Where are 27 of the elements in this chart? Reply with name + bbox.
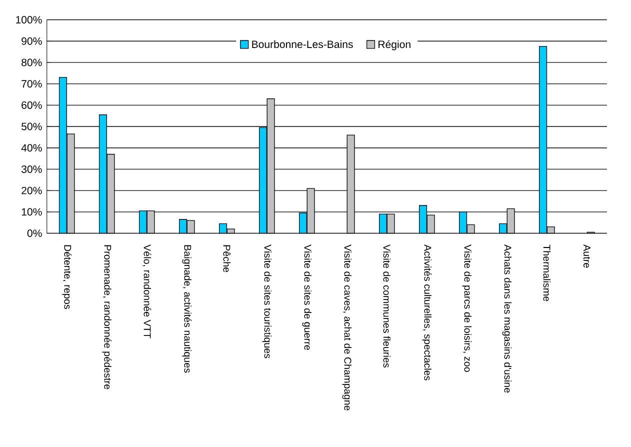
y-tick-label: 70% [22, 80, 42, 88]
y-tick-label: 0% [27, 230, 42, 238]
legend-label: Bourbonne-Les-Bains [252, 40, 353, 48]
y-tick-label: 10% [22, 208, 42, 216]
x-tick-label: Thermalisme [543, 244, 551, 302]
y-tick-label: 30% [22, 166, 42, 174]
y-tick-label: 50% [22, 122, 42, 130]
x-tick-label: Visite de sites de guerre [302, 244, 312, 350]
x-tick-label: Pêche [223, 245, 231, 272]
x-tick-label: Visite de caves, achat de Champagne [342, 244, 352, 410]
x-tick-label: Autre [583, 244, 590, 268]
x-tick-label: Activités culturelles, spectacles [422, 244, 432, 380]
x-tick-label: Visite de parcs de loisirs, zoo [462, 244, 472, 372]
y-tick-label: 80% [22, 58, 42, 66]
x-tick-label: Détente, repos [62, 245, 72, 310]
legend-label: Région [378, 40, 410, 50]
x-tick-label: Vélo, randonnée VTT [142, 244, 152, 338]
y-tick-label: 40% [21, 144, 42, 152]
x-tick-label: Visite de communes fleuries [383, 244, 391, 368]
y-tick-label: 20% [22, 186, 42, 194]
x-tick-label: Achats dans les magasins d'usine [502, 244, 512, 393]
x-tick-label: Promenade, randonnée pédestre [102, 245, 112, 390]
x-tick-label: Baignade, activités nautiques [182, 245, 192, 373]
x-tick-label: Visite de sites touristiques [262, 244, 272, 358]
y-tick-label: 90% [22, 38, 42, 45]
y-tick-label: 60% [22, 102, 42, 110]
y-tick-label: 100% [16, 16, 42, 24]
